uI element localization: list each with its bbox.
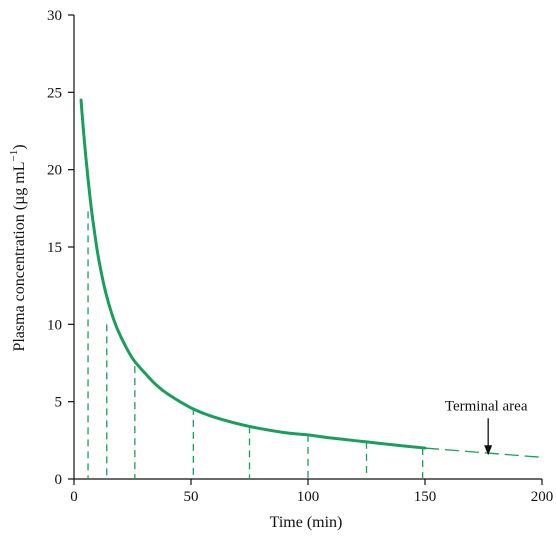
x-tick-label: 0 — [70, 489, 78, 505]
annotation-text: Terminal area — [445, 398, 528, 414]
y-tick-label: 5 — [55, 395, 63, 411]
annotation-arrow-head — [484, 445, 493, 456]
x-tick-label: 150 — [414, 489, 437, 505]
y-axis-label-sup: −1 — [8, 150, 20, 162]
y-tick-label: 10 — [47, 317, 62, 333]
y-axis-label-main: Plasma concentration (µg mL — [11, 161, 28, 351]
x-tick-label: 200 — [531, 489, 554, 505]
terminal-extrapolation-line — [424, 447, 543, 458]
y-tick-label: 15 — [47, 240, 62, 256]
y-axis-label-close: ) — [11, 144, 28, 149]
x-tick-label: 50 — [184, 489, 199, 505]
ticks: 0 50 100 150 200 0 5 10 15 20 25 30 — [47, 8, 553, 505]
x-tick-label: 100 — [297, 489, 320, 505]
concentration-curve — [79, 98, 427, 450]
partition-lines — [87, 211, 424, 479]
y-tick-label: 20 — [47, 163, 62, 179]
y-axis-label: Plasma concentration (µg mL−1) — [8, 144, 28, 351]
y-tick-label: 30 — [47, 8, 62, 24]
series — [79, 98, 543, 458]
annotations: Terminal area — [445, 398, 528, 456]
y-tick-label: 0 — [55, 472, 63, 488]
x-axis-label: Time (min) — [270, 514, 343, 531]
y-tick-label: 25 — [47, 85, 62, 101]
